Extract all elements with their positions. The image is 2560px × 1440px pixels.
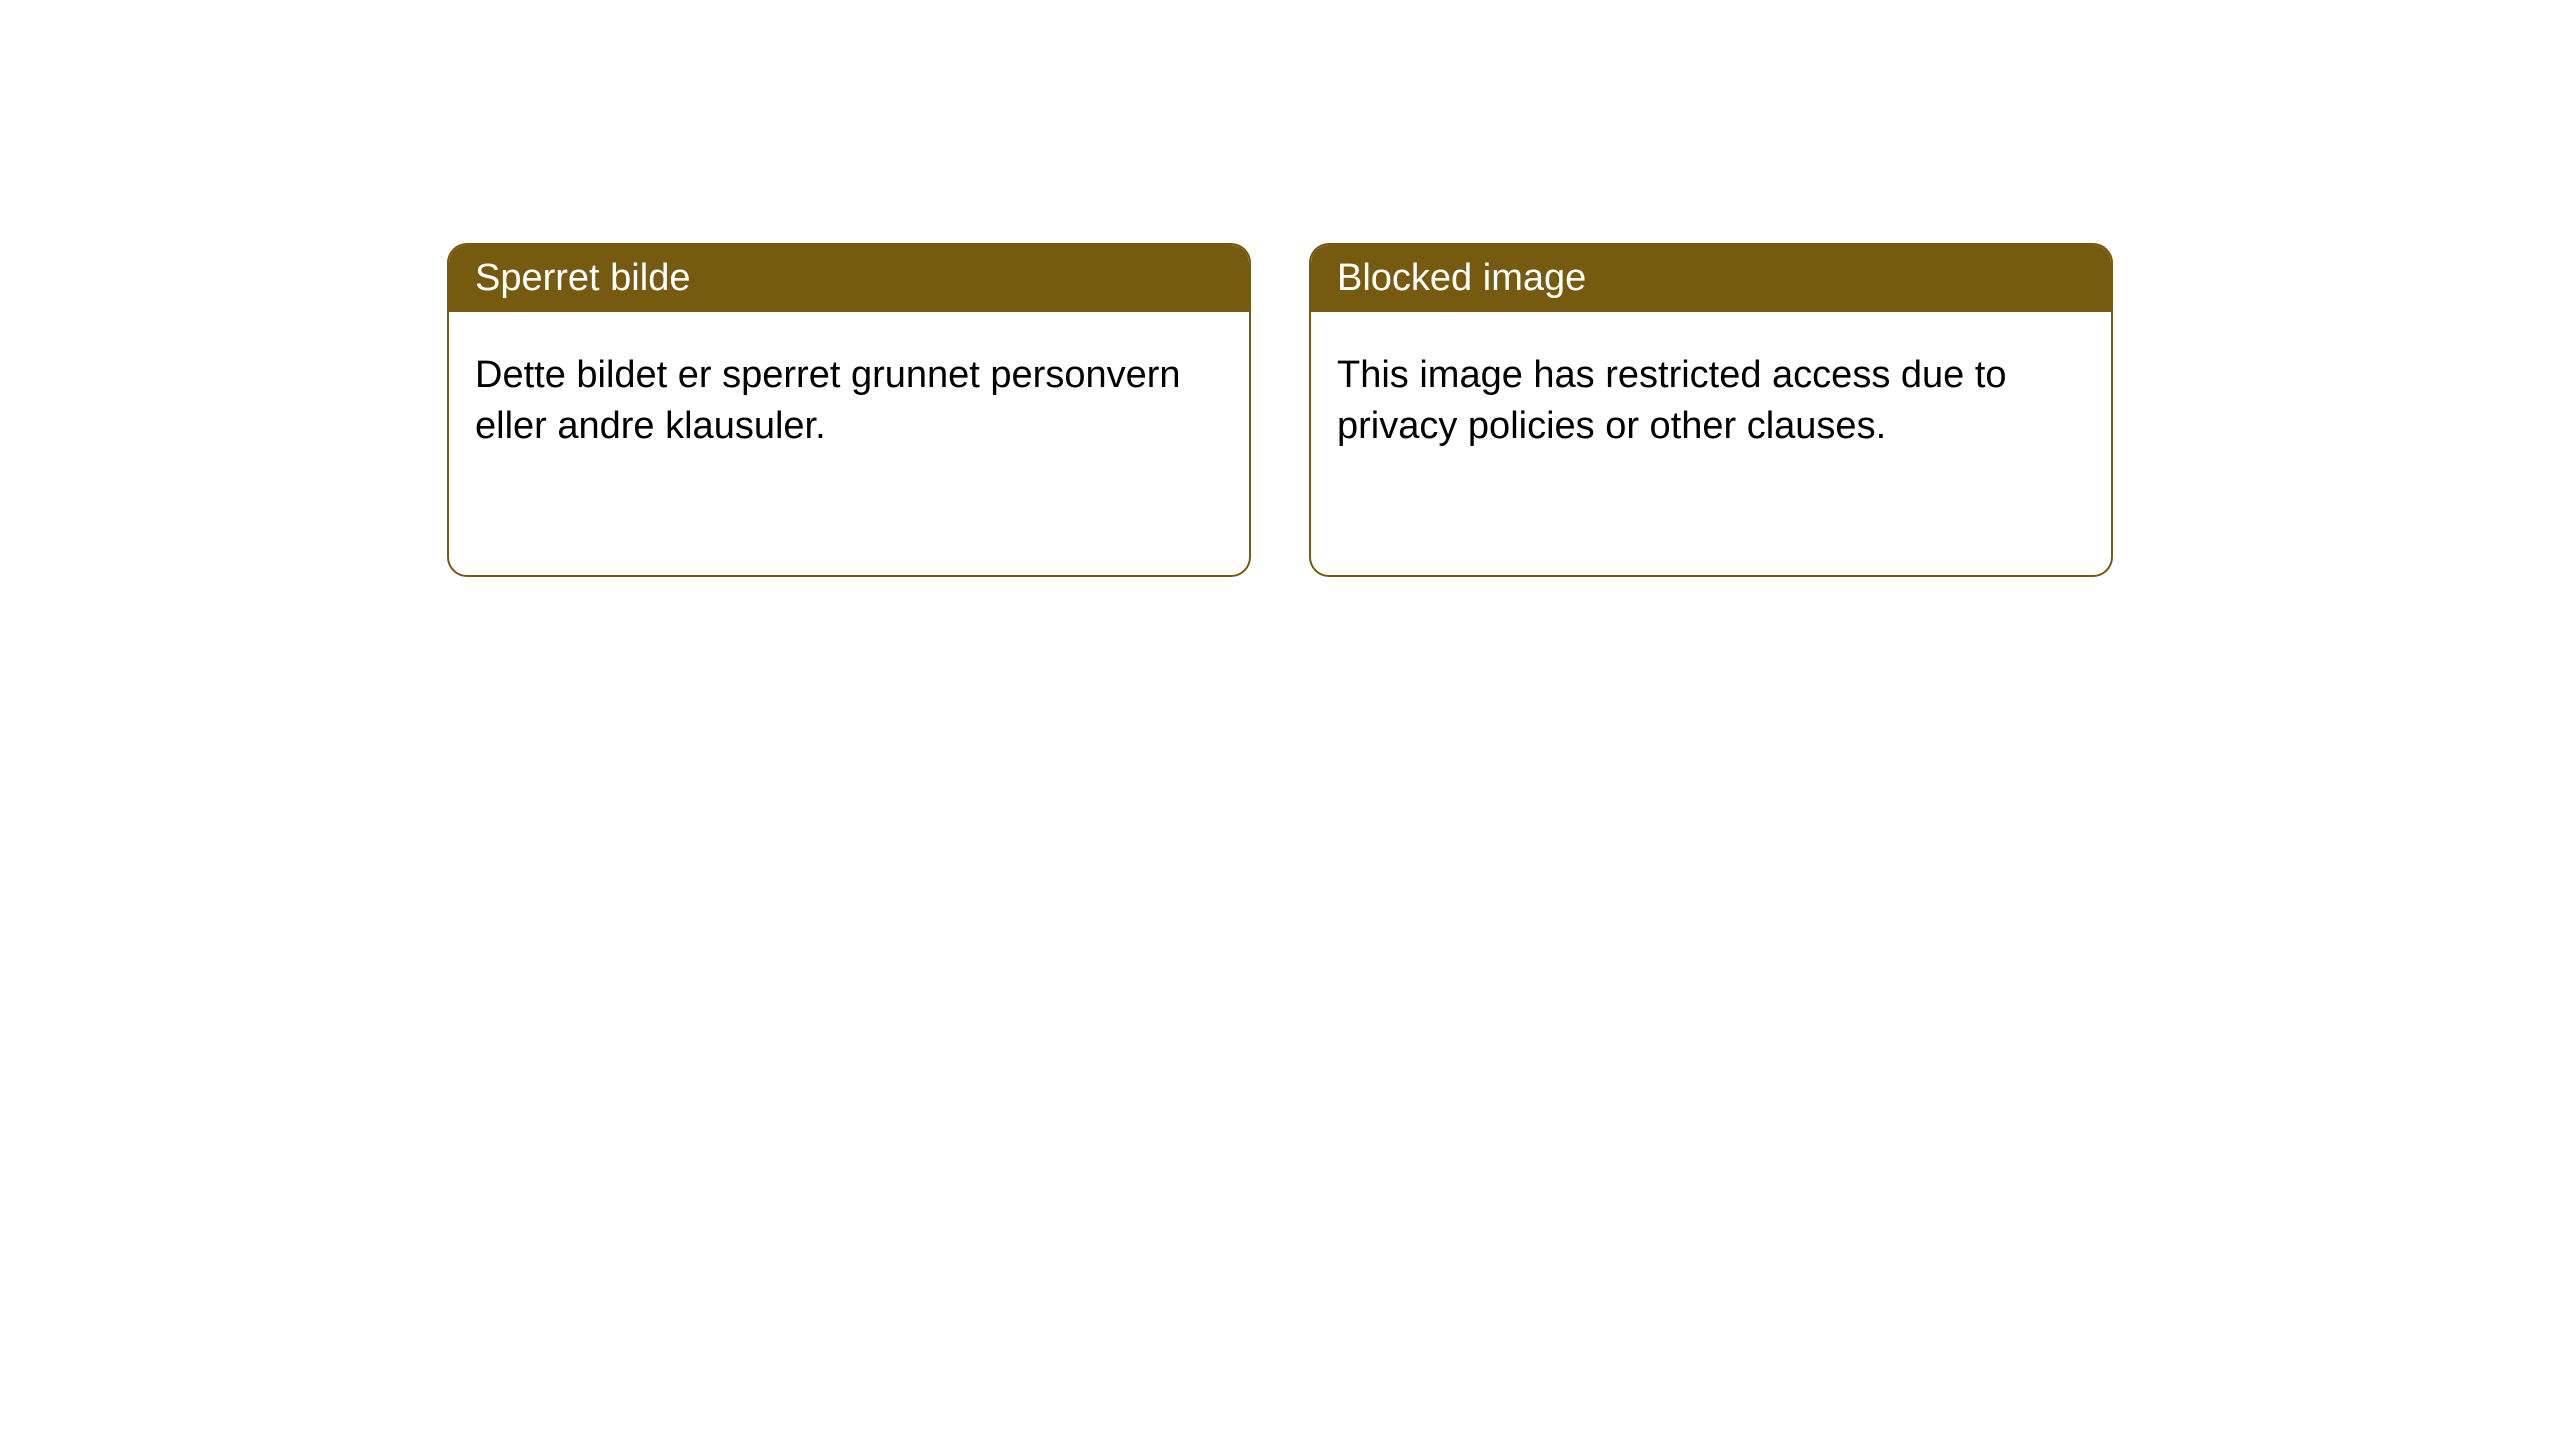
card-body-no: Dette bildet er sperret grunnet personve… bbox=[449, 312, 1249, 491]
card-header-en: Blocked image bbox=[1311, 245, 2111, 312]
cards-container: Sperret bilde Dette bildet er sperret gr… bbox=[0, 0, 2560, 577]
card-header-no: Sperret bilde bbox=[449, 245, 1249, 312]
blocked-image-card-en: Blocked image This image has restricted … bbox=[1309, 243, 2113, 577]
blocked-image-card-no: Sperret bilde Dette bildet er sperret gr… bbox=[447, 243, 1251, 577]
card-body-en: This image has restricted access due to … bbox=[1311, 312, 2111, 491]
